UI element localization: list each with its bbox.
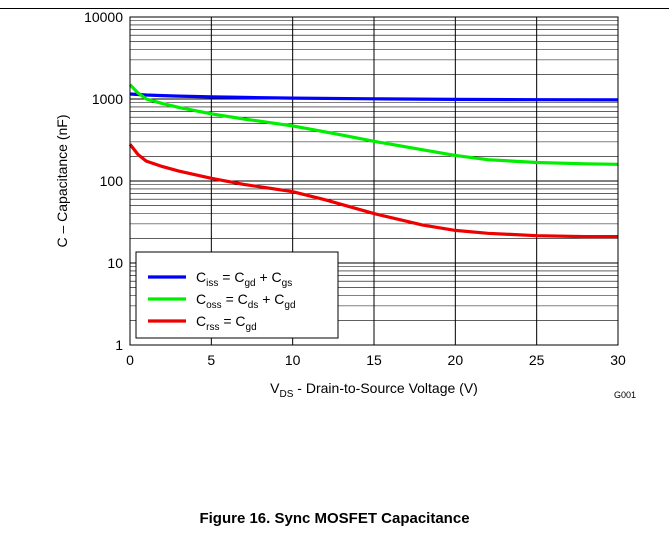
figure-code: G001 — [614, 390, 636, 400]
y-tick-labels: 1 10 100 1000 10000 — [84, 9, 123, 353]
x-tick-labels: 0 5 10 15 20 25 30 — [126, 352, 626, 368]
series-line-1 — [128, 83, 619, 166]
series-line-2 — [128, 143, 618, 239]
legend-box — [135, 251, 339, 339]
series-lines — [128, 83, 619, 239]
y-tick-label: 100 — [100, 173, 124, 189]
legend-entry-0: Ciss = Cgd + Cgs — [196, 269, 292, 289]
legend-entry-2: Crss = Cgd — [196, 313, 257, 333]
y-tick-label: 1000 — [92, 91, 123, 107]
x-axis-title: VDS - Drain-to-Source Voltage (V) — [270, 380, 478, 400]
y-tick-label: 1 — [115, 337, 123, 353]
y-axis-title: C – Capacitance (nF) — [54, 114, 70, 247]
x-tick-label: 10 — [285, 352, 301, 368]
x-tick-label: 15 — [366, 352, 382, 368]
top-rule — [0, 8, 669, 9]
x-tick-label: 5 — [207, 352, 215, 368]
y-tick-label: 10 — [107, 255, 123, 271]
y-tick-label: 10000 — [84, 9, 123, 25]
figure-caption: Figure 16. Sync MOSFET Capacitance — [199, 510, 470, 527]
x-tick-label: 30 — [610, 352, 626, 368]
series-line-0 — [129, 92, 619, 102]
x-tick-label: 20 — [448, 352, 464, 368]
x-tick-label: 0 — [126, 352, 134, 368]
x-tick-label: 25 — [529, 352, 545, 368]
capacitance-chart: 0 5 10 15 20 25 30 1 10 100 1000 10000 VDS - Drain… — [54, 9, 636, 400]
plot-frame — [129, 16, 619, 346]
legend-entry-1: Coss = Cds + Cgd — [196, 291, 296, 311]
